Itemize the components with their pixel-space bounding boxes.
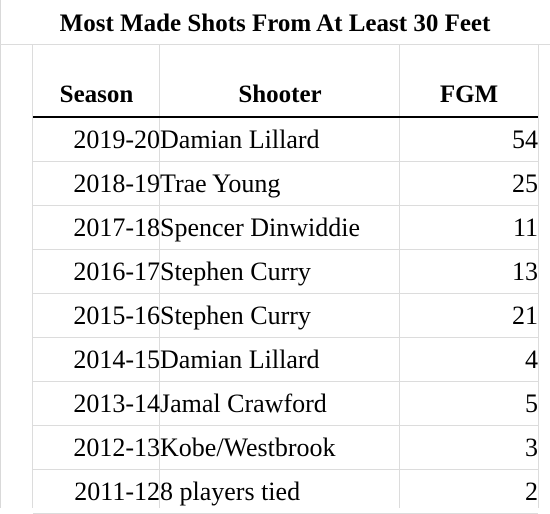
table-header-row: Season Shooter FGM xyxy=(33,74,538,118)
cell-shooter[interactable]: Damian Lillard xyxy=(160,337,400,382)
cell-shooter[interactable]: Spencer Dinwiddie xyxy=(160,205,400,250)
cell-fgm[interactable]: 21 xyxy=(400,293,538,338)
cell-shooter[interactable]: 8 players tied xyxy=(160,469,400,514)
cell-fgm[interactable]: 25 xyxy=(400,161,538,206)
grid-column-line xyxy=(32,44,33,508)
table-row: 2012-13 Kobe/Westbrook 3 xyxy=(33,425,538,470)
cell-season[interactable]: 2011-12 xyxy=(33,469,160,514)
cell-shooter[interactable]: Damian Lillard xyxy=(160,117,400,162)
column-header-shooter[interactable]: Shooter xyxy=(160,74,400,118)
cell-fgm[interactable]: 5 xyxy=(400,381,538,426)
cell-shooter[interactable]: Jamal Crawford xyxy=(160,381,400,426)
cell-season[interactable]: 2013-14 xyxy=(33,381,160,426)
grid-row-line xyxy=(0,44,550,45)
cell-fgm[interactable]: 54 xyxy=(400,117,538,162)
cell-fgm[interactable]: 13 xyxy=(400,249,538,294)
cell-season[interactable]: 2019-20 xyxy=(33,117,160,162)
table-row: 2016-17 Stephen Curry 13 xyxy=(33,249,538,294)
cell-fgm[interactable]: 11 xyxy=(400,205,538,250)
column-header-season[interactable]: Season xyxy=(33,74,160,118)
table-row: 2014-15 Damian Lillard 4 xyxy=(33,337,538,382)
sheet-title: Most Made Shots From At Least 30 Feet xyxy=(59,10,491,37)
cell-season[interactable]: 2014-15 xyxy=(33,337,160,382)
cell-season[interactable]: 2017-18 xyxy=(33,205,160,250)
table-row: 2015-16 Stephen Curry 21 xyxy=(33,293,538,338)
cell-shooter[interactable]: Stephen Curry xyxy=(160,249,400,294)
cell-season[interactable]: 2016-17 xyxy=(33,249,160,294)
cell-shooter[interactable]: Trae Young xyxy=(160,161,400,206)
cell-shooter[interactable]: Kobe/Westbrook xyxy=(160,425,400,470)
table-row: 2017-18 Spencer Dinwiddie 11 xyxy=(33,205,538,250)
cell-fgm[interactable]: 4 xyxy=(400,337,538,382)
cell-fgm[interactable]: 3 xyxy=(400,425,538,470)
shots-table: Season Shooter FGM 2019-20 Damian Lillar… xyxy=(33,74,538,514)
table-row: 2018-19 Trae Young 25 xyxy=(33,161,538,206)
cell-season[interactable]: 2012-13 xyxy=(33,425,160,470)
cell-season[interactable]: 2015-16 xyxy=(33,293,160,338)
column-header-fgm[interactable]: FGM xyxy=(400,74,538,118)
grid-column-line xyxy=(538,44,539,508)
table-row: 2013-14 Jamal Crawford 5 xyxy=(33,381,538,426)
cell-fgm[interactable]: 2 xyxy=(400,469,538,514)
cell-shooter[interactable]: Stephen Curry xyxy=(160,293,400,338)
table-row: 2011-12 8 players tied 2 xyxy=(33,469,538,514)
cell-season[interactable]: 2018-19 xyxy=(33,161,160,206)
table-row: 2019-20 Damian Lillard 54 xyxy=(33,117,538,162)
